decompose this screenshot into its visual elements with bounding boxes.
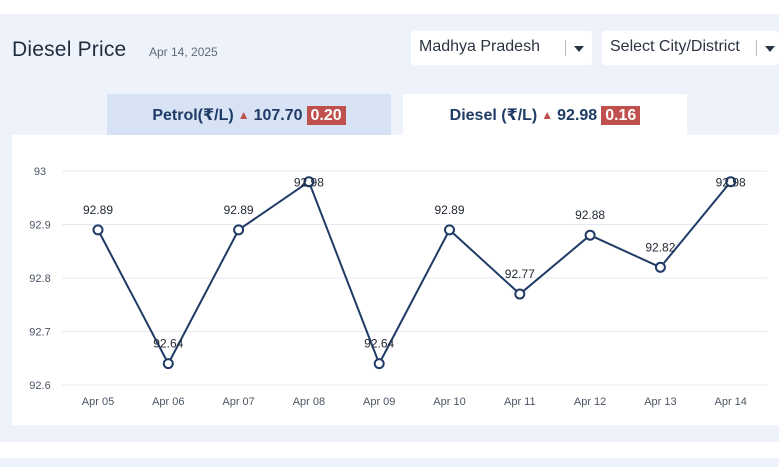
data-point [584, 229, 596, 241]
x-tick-label: Apr 05 [82, 396, 114, 408]
tab-petrol-change-badge: 0.20 [306, 106, 346, 125]
x-tick-label: Apr 10 [433, 396, 465, 408]
tab-diesel-change-badge: 0.16 [601, 106, 641, 125]
data-point [162, 358, 174, 370]
tab-petrol-label: Petrol(₹/L) [152, 107, 234, 124]
y-tick-label: 92.7 [29, 327, 50, 339]
state-select[interactable]: Madhya Pradesh [411, 31, 592, 65]
x-tick-label: Apr 14 [714, 396, 746, 408]
data-label: 92.64 [153, 337, 183, 351]
data-point [92, 224, 104, 236]
x-tick-label: Apr 11 [504, 396, 536, 408]
x-tick-label: Apr 06 [152, 396, 184, 408]
chevron-down-icon[interactable] [574, 46, 584, 52]
data-point [725, 176, 737, 188]
price-date: Apr 14, 2025 [149, 45, 218, 59]
next-section-strip [0, 458, 779, 467]
x-tick-label: Apr 07 [222, 396, 254, 408]
x-tick-label: Apr 09 [363, 396, 395, 408]
y-tick-label: 92.8 [29, 273, 50, 285]
price-line-chart: 93 92.9 92.8 92.7 92.6 Apr 05 Apr 06 Apr 07 Apr… [29, 166, 767, 408]
data-label: 92.89 [434, 203, 464, 217]
state-select-value: Madhya Pradesh [419, 38, 540, 55]
data-label: 92.82 [645, 240, 675, 254]
up-arrow-icon: ▲ [237, 108, 250, 122]
data-label: 92.89 [83, 203, 113, 217]
chevron-down-icon[interactable] [765, 46, 775, 52]
data-label: 92.98 [294, 176, 324, 190]
city-select-divider [756, 40, 757, 56]
data-point [444, 224, 455, 236]
y-tick-label: 93 [34, 166, 46, 178]
data-point [373, 358, 385, 370]
data-label: 92.98 [716, 176, 746, 190]
tab-petrol-price: 107.70 [253, 107, 303, 124]
x-tick-label: Apr 13 [644, 396, 676, 408]
tab-diesel-label: Diesel (₹/L) [449, 107, 538, 124]
x-tick-label: Apr 08 [293, 396, 325, 408]
data-label: 92.77 [505, 267, 535, 281]
data-point [514, 288, 526, 300]
data-point [303, 176, 315, 188]
page-title: Diesel Price [12, 38, 127, 61]
up-arrow-icon: ▲ [541, 108, 554, 122]
data-label: 92.89 [224, 203, 254, 217]
price-chart-card: 93 92.9 92.8 92.7 92.6 Apr 05 Apr 06 Apr 07 Apr… [12, 135, 779, 425]
data-label: 92.88 [575, 208, 605, 222]
city-select-value: Select City/District [610, 38, 740, 55]
data-label: 92.64 [364, 337, 394, 351]
city-select[interactable]: Select City/District [602, 31, 779, 65]
tab-diesel[interactable]: Diesel (₹/L) ▲ 92.98 0.16 [403, 94, 687, 135]
y-tick-label: 92.6 [29, 380, 50, 392]
state-select-divider [565, 40, 566, 56]
series-line [97, 180, 732, 365]
data-point [233, 224, 245, 236]
x-tick-label: Apr 12 [574, 396, 606, 408]
tab-petrol[interactable]: Petrol(₹/L) ▲ 107.70 0.20 [107, 94, 391, 135]
tab-diesel-price: 92.98 [557, 107, 598, 124]
y-tick-label: 92.9 [29, 220, 50, 232]
data-point [654, 261, 666, 273]
